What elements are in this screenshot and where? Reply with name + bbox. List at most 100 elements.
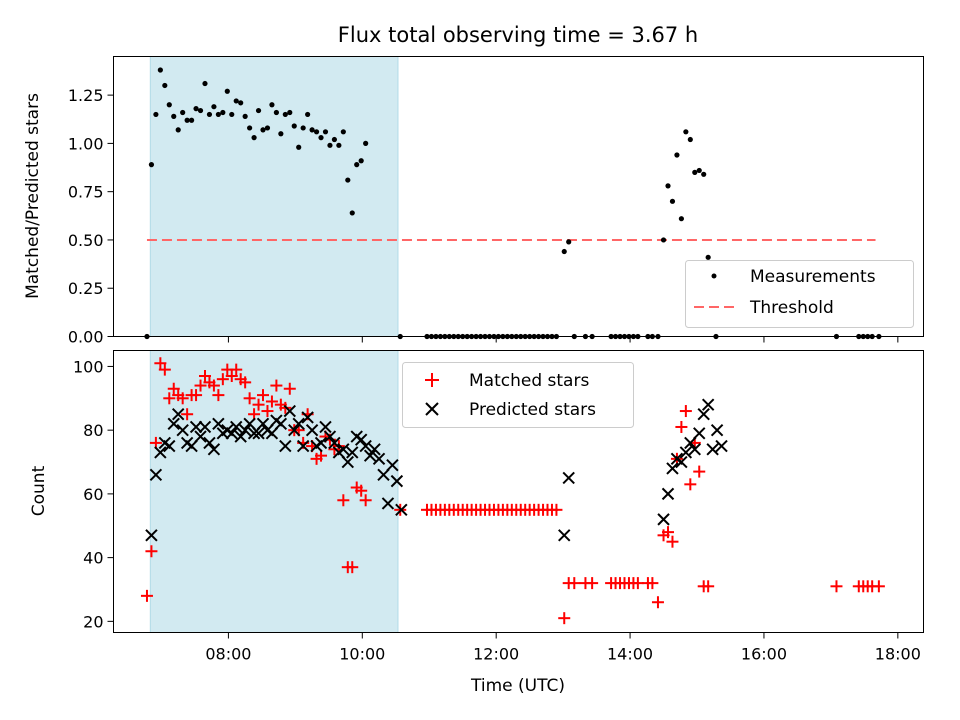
measurement-point <box>220 109 226 116</box>
measurement-point <box>247 125 253 131</box>
predicted-stars-point <box>688 443 701 456</box>
predicted-stars-point <box>337 443 350 456</box>
predicted-stars-point <box>256 417 270 430</box>
predicted-stars-point-b <box>323 430 337 443</box>
measurement-point <box>674 152 680 158</box>
predicted-stars-point <box>198 420 212 434</box>
predicted-stars-point-b <box>145 529 158 542</box>
predicted-stars-point-b <box>363 449 377 462</box>
measurement-point <box>171 113 177 119</box>
predicted-stars-point-b <box>395 503 408 517</box>
measurement-point <box>309 127 315 133</box>
predicted-stars-point-b <box>314 436 328 450</box>
predicted-stars-point <box>381 497 395 510</box>
predicted-stars-point-b <box>337 443 350 456</box>
predicted-stars-point <box>679 446 693 459</box>
predicted-stars-point <box>176 423 189 437</box>
chart-title: Flux total observing time = 3.67 h <box>338 23 698 47</box>
predicted-stars-point-b <box>377 468 390 481</box>
predicted-stars-point <box>710 423 724 437</box>
predicted-stars-point <box>562 471 575 485</box>
predicted-stars-point <box>283 404 296 418</box>
matched-stars-point <box>163 392 176 405</box>
legend-measurements-marker <box>711 273 717 279</box>
predicted-stars-point <box>288 423 301 437</box>
predicted-stars-point <box>243 417 256 430</box>
matched-stars-point <box>662 526 675 539</box>
measurement-point <box>336 142 342 148</box>
predicted-stars-point-b <box>194 430 207 443</box>
predicted-stars-point <box>212 417 225 430</box>
measurement-point <box>278 131 284 137</box>
measurement-point <box>692 169 698 175</box>
measurement-point <box>148 162 155 168</box>
matched-stars-point <box>190 389 203 402</box>
y-tick-label: 0.75 <box>68 183 104 202</box>
count-panel: 20 40 60 80 100 08:00 10:00 12:00 14:00 16:00 18:0… <box>29 350 924 664</box>
measurement-point <box>683 129 689 135</box>
measurement-point <box>358 158 364 164</box>
predicted-stars-point-b <box>368 443 381 456</box>
matched-stars-point <box>346 561 359 574</box>
predicted-stars-point-b <box>252 427 265 440</box>
count-legend: Matched stars Predicted stars <box>402 362 634 428</box>
predicted-stars-point-b <box>203 436 216 450</box>
predicted-stars-point-b <box>154 446 167 459</box>
predicted-stars-point-b <box>247 427 261 440</box>
measurement-point <box>255 107 262 114</box>
measurement-point <box>349 210 355 216</box>
predicted-stars-point <box>675 455 688 469</box>
predicted-stars-point <box>328 436 341 450</box>
measurement-point <box>180 109 186 116</box>
predicted-stars-point-b <box>234 430 247 443</box>
predicted-stars-point-b <box>296 439 310 453</box>
count-y-axis-label: Count <box>29 465 49 516</box>
predicted-stars-point <box>292 417 305 430</box>
predicted-stars-point-b <box>274 417 288 430</box>
predicted-stars-point-b <box>163 439 176 453</box>
measurement-point <box>166 102 172 108</box>
measurement-point <box>665 183 671 189</box>
measurement-point <box>296 144 302 150</box>
measurement-point <box>354 162 360 168</box>
x-tick-label: 08:00 <box>205 645 251 664</box>
measurement-point <box>705 254 711 260</box>
ratio-plot-frame <box>113 56 924 337</box>
predicted-stars-point-b <box>283 404 296 418</box>
matched-stars-point <box>194 379 207 392</box>
matched-stars-point <box>359 494 372 507</box>
predicted-stars-point-b <box>354 433 368 446</box>
predicted-stars-point <box>149 468 163 481</box>
predicted-stars-point <box>359 439 372 453</box>
measurement-point <box>188 117 195 123</box>
predicted-stars-point-b <box>701 398 715 411</box>
measurement-point <box>322 129 329 135</box>
x-tick-label: 16:00 <box>741 645 787 664</box>
y-tick-label: 1.00 <box>68 134 104 153</box>
predicted-stars-point <box>265 427 279 440</box>
predicted-stars-point <box>558 529 571 542</box>
matched-stars-point <box>216 373 229 386</box>
predicted-stars-point <box>234 430 247 443</box>
measurement-point <box>345 177 351 183</box>
matched-stars-point <box>243 392 256 405</box>
matched-stars-point <box>586 577 599 590</box>
x-tick-label: 18:00 <box>875 645 921 664</box>
ratio-ticks: 0.00 0.25 0.50 0.75 1.00 1.25 <box>68 86 899 347</box>
measurement-point <box>211 104 217 110</box>
matched-stars-point <box>198 369 211 382</box>
predicted-stars-point-b <box>207 443 221 456</box>
predicted-stars-point-b <box>319 420 332 434</box>
measurement-point <box>264 125 271 131</box>
matched-stars-point <box>355 484 368 497</box>
matched-stars-point <box>675 420 688 433</box>
measurement-point <box>287 109 293 116</box>
measurement-point <box>282 111 288 118</box>
measurement-point <box>242 113 248 119</box>
y-tick-label: 0.50 <box>68 231 104 250</box>
predicted-stars-point <box>661 487 675 501</box>
measurement-point <box>696 167 702 174</box>
ratio-y-axis-label: Matched/Predicted stars <box>23 93 43 299</box>
measurement-point <box>331 136 338 143</box>
predicted-stars-point <box>684 436 697 450</box>
